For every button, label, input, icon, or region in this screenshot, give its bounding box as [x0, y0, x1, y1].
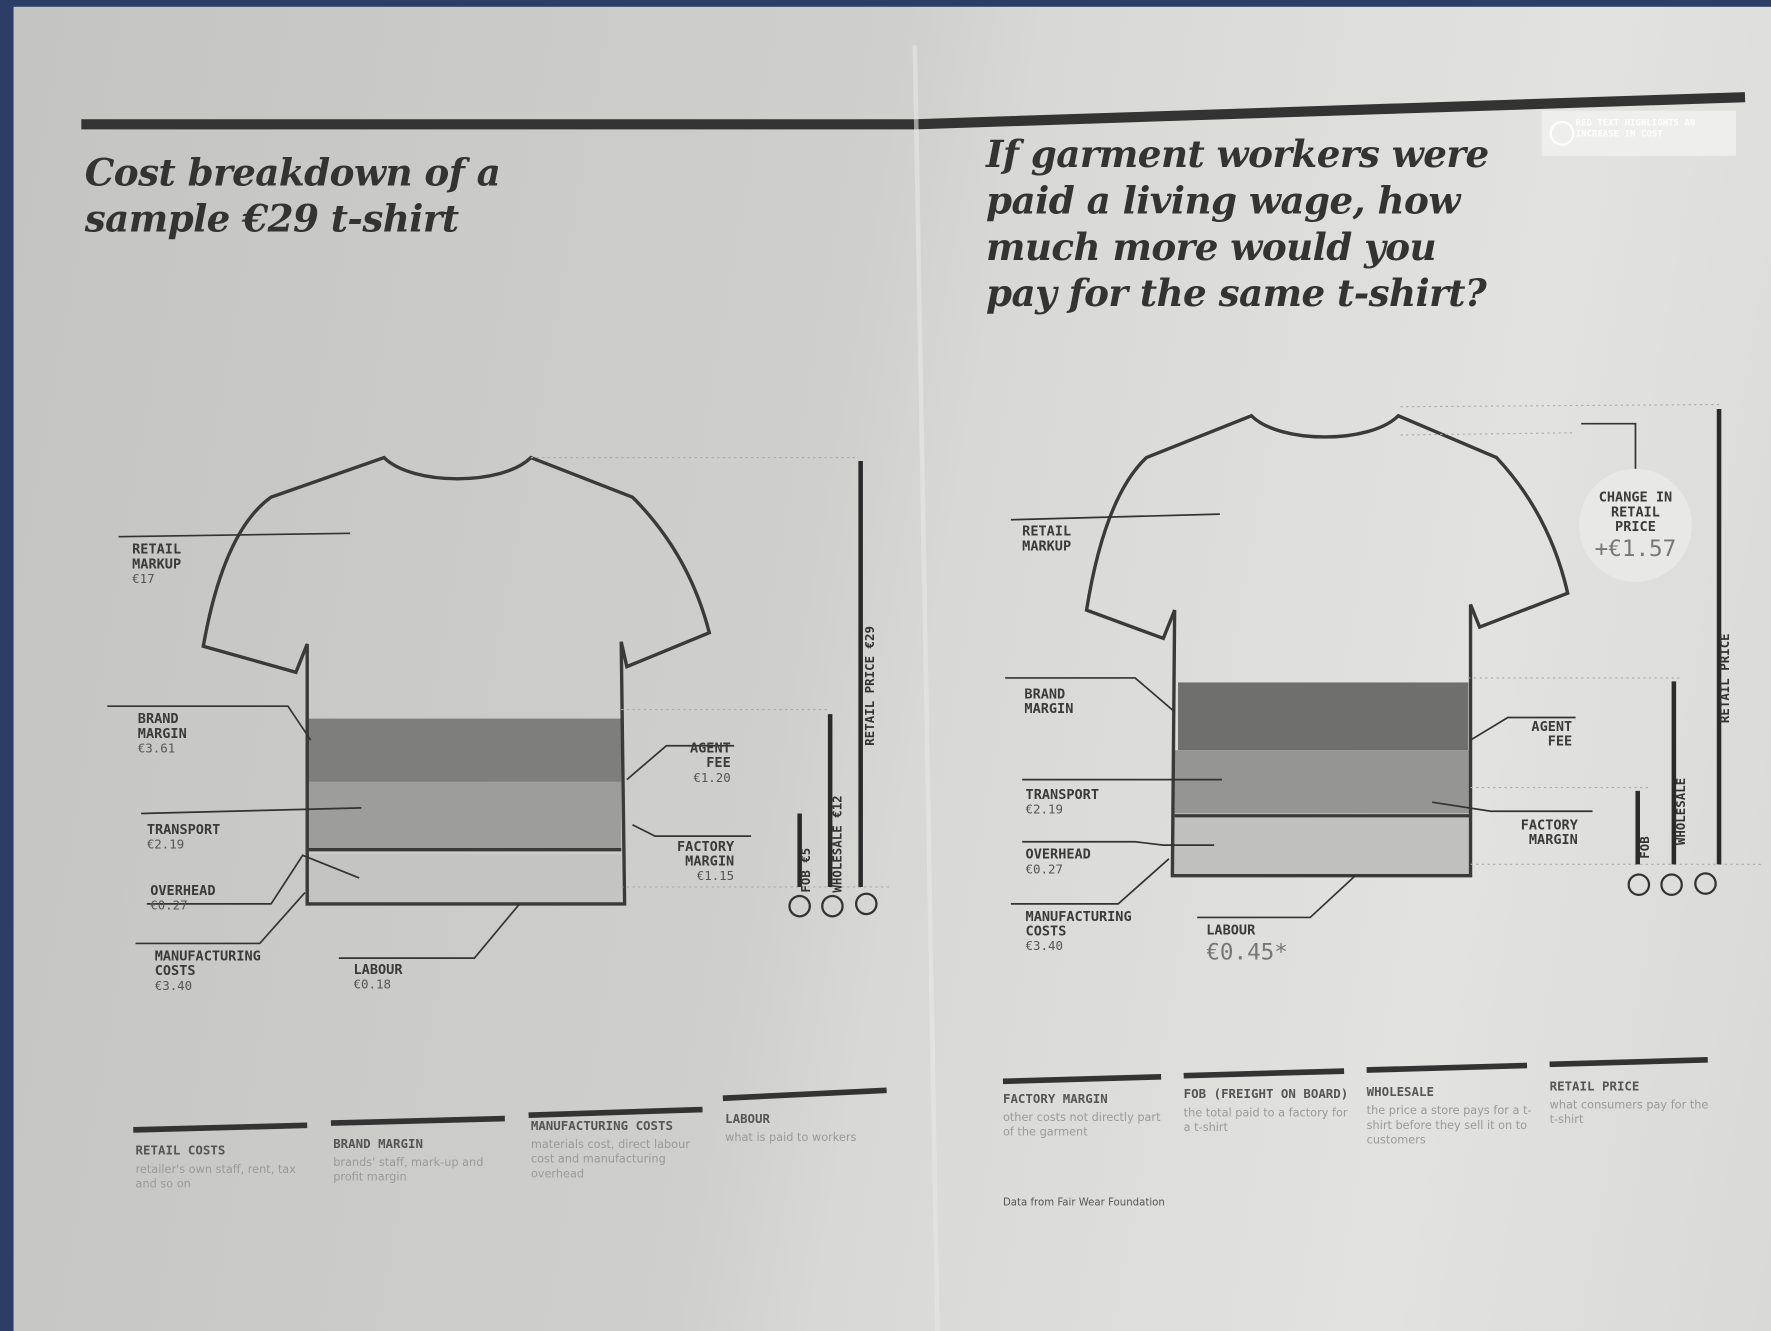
label-value: €0.27: [1026, 862, 1139, 877]
left-title: Cost breakdown of a sample €29 t-shirt: [85, 149, 537, 242]
label: AGENT FEE€1.20: [618, 741, 731, 785]
arrow-label: WHOLESALE: [1674, 778, 1689, 845]
note: RED TEXT HIGHLIGHTS AN INCREASE IN COST: [1576, 118, 1734, 141]
change-value: +€1.57: [1587, 534, 1684, 561]
legend-title: BRAND MARGIN: [333, 1137, 502, 1152]
label-name: MANUFACTURING COSTS: [155, 948, 261, 979]
label-name: FACTORY MARGIN: [1521, 817, 1578, 848]
legend-item: LABOUR what is paid to workers: [725, 1112, 894, 1146]
label-name: AGENT FEE: [1531, 719, 1572, 750]
legend-title: FACTORY MARGIN: [1003, 1091, 1172, 1106]
legend-item: RETAIL PRICE what consumers pay for the t…: [1550, 1079, 1719, 1128]
label-value: €0.45*: [1206, 938, 1319, 965]
label: MANUFACTURING COSTS€3.40: [155, 949, 268, 993]
label-value: €2.19: [1026, 802, 1139, 817]
label: TRANSPORT€2.19: [147, 823, 260, 852]
legend-title: MANUFACTURING COSTS: [531, 1119, 700, 1134]
label: RETAIL MARKUP: [1022, 524, 1135, 553]
band-transport: [1175, 750, 1471, 813]
label-name: OVERHEAD: [150, 882, 215, 898]
label-name: LABOUR: [354, 962, 403, 978]
label-name: RETAIL MARKUP: [132, 541, 181, 572]
legend-item: MANUFACTURING COSTS materials cost, direc…: [531, 1119, 700, 1182]
right-shirt: [1087, 416, 1568, 876]
label: TRANSPORT€2.19: [1026, 788, 1139, 817]
label-value: €1.15: [621, 869, 734, 884]
legend-text: what consumers pay for the t-shirt: [1550, 1098, 1719, 1127]
label-value: €0.18: [354, 977, 467, 992]
band-manufacturing: [1172, 818, 1470, 874]
legend-item: WHOLESALE the price a store pays for a t-…: [1367, 1085, 1536, 1148]
band-brand: [1178, 682, 1468, 750]
legend-item: FOB (FREIGHT ON BOARD) the total paid to …: [1184, 1087, 1353, 1136]
label: LABOUR€0.45*: [1206, 923, 1319, 965]
legend-title: LABOUR: [725, 1112, 894, 1127]
label-name: FACTORY MARGIN: [677, 838, 734, 869]
left-shirt: [203, 458, 709, 904]
legend-title: RETAIL PRICE: [1550, 1079, 1719, 1094]
label-value: €1.20: [618, 771, 731, 786]
legend-text: what is paid to workers: [725, 1131, 894, 1146]
legend-text: retailer's own staff, rent, tax and so o…: [136, 1163, 305, 1192]
label: MANUFACTURING COSTS€3.40: [1026, 910, 1139, 954]
arrow-label: FOB €5: [799, 848, 814, 893]
arrow-label: RETAIL PRICE: [1718, 633, 1733, 723]
legend-title: WHOLESALE: [1367, 1085, 1536, 1100]
source: Data from Fair Wear Foundation: [1003, 1198, 1165, 1209]
band-manufacturing: [308, 854, 621, 904]
arrow-label: WHOLESALE €12: [830, 795, 845, 892]
change-name: CHANGE IN RETAIL PRICE: [1599, 489, 1672, 534]
label: OVERHEAD€0.27: [150, 884, 263, 913]
label-name: TRANSPORT: [1026, 786, 1099, 802]
label-name: TRANSPORT: [147, 821, 220, 837]
page: { "left": { "title": "Cost breakdown of …: [0, 0, 1771, 1331]
label-value: €2.19: [147, 837, 260, 852]
label-name: LABOUR: [1206, 922, 1255, 938]
label-name: BRAND MARGIN: [138, 711, 187, 742]
legend-title: RETAIL COSTS: [136, 1143, 305, 1158]
label-name: MANUFACTURING COSTS: [1026, 908, 1132, 939]
band-transport: [308, 782, 621, 850]
legend-item: FACTORY MARGIN other costs not directly p…: [1003, 1091, 1172, 1140]
arrow-label: FOB: [1638, 836, 1653, 858]
label-name: BRAND MARGIN: [1024, 686, 1073, 717]
change-label: CHANGE IN RETAIL PRICE +€1.57: [1587, 490, 1684, 561]
label-value: €17: [132, 572, 245, 587]
label: LABOUR€0.18: [354, 963, 467, 992]
header-rule: [81, 97, 1745, 124]
label-value: €3.40: [1026, 939, 1139, 954]
label: BRAND MARGIN€3.61: [138, 712, 251, 756]
legend-text: brands' staff, mark-up and profit margin: [333, 1156, 502, 1185]
right-markers: [1629, 873, 1716, 894]
legend-text: materials cost, direct labour cost and m…: [531, 1138, 700, 1182]
left-markers: [789, 894, 876, 917]
legend-text: the price a store pays for a t-shirt bef…: [1367, 1104, 1536, 1148]
label: FACTORY MARGIN€1.15: [621, 840, 734, 884]
band-brand: [308, 719, 621, 782]
label: BRAND MARGIN: [1024, 687, 1137, 716]
legend-item: BRAND MARGIN brands' staff, mark-up and p…: [333, 1137, 502, 1186]
label-value: €3.40: [155, 978, 268, 993]
fold: [915, 45, 938, 1331]
legend-text: other costs not directly part of the gar…: [1003, 1111, 1172, 1140]
right-title: If garment workers were paid a living wa…: [986, 131, 1517, 316]
stage: Cost breakdown of a sample €29 t-shirt I…: [0, 0, 1771, 1331]
arrow-label: RETAIL PRICE €29: [863, 626, 878, 746]
label: AGENT FEE: [1459, 720, 1572, 749]
label: FACTORY MARGIN: [1465, 818, 1578, 847]
label-name: RETAIL MARKUP: [1022, 523, 1071, 554]
label-value: €3.61: [138, 741, 251, 756]
legend-text: the total paid to a factory for a t-shir…: [1184, 1106, 1353, 1135]
label: RETAIL MARKUP€17: [132, 542, 245, 586]
legend-item: RETAIL COSTS retailer's own staff, rent, …: [136, 1143, 305, 1192]
label-value: €0.27: [150, 898, 263, 913]
legend-title: FOB (FREIGHT ON BOARD): [1184, 1087, 1353, 1102]
label-name: OVERHEAD: [1026, 846, 1091, 862]
label: OVERHEAD€0.27: [1026, 847, 1139, 876]
label-name: AGENT FEE: [690, 740, 731, 771]
